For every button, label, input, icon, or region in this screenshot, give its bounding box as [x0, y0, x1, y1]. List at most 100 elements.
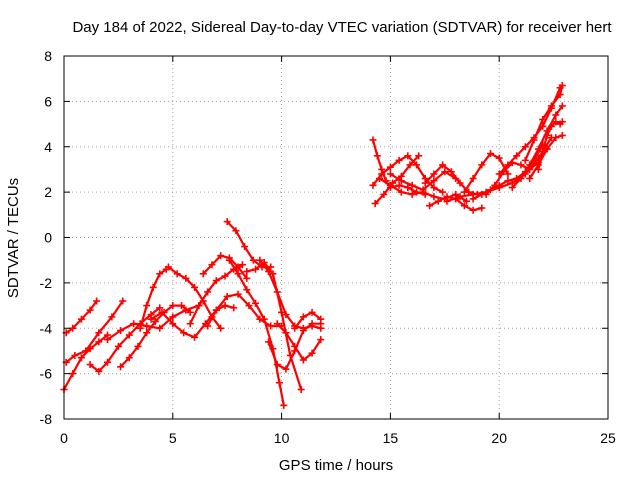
data-point — [508, 184, 516, 192]
data-point — [478, 204, 486, 212]
data-point — [558, 102, 566, 110]
y-tick-labels: -8 -6 -4 -2 0 2 4 6 8 — [40, 48, 53, 427]
data-point — [299, 313, 307, 321]
data-point — [232, 227, 240, 235]
data-point — [404, 152, 412, 160]
series-trace-7 — [136, 265, 170, 332]
x-tick-label: 15 — [383, 430, 399, 446]
data-point — [543, 131, 551, 139]
data-point — [539, 147, 547, 155]
data-point — [463, 197, 471, 205]
series-trace-28 — [460, 150, 512, 196]
data-point — [282, 311, 290, 319]
data-point — [421, 179, 429, 187]
data-point — [169, 320, 177, 328]
data-point — [282, 365, 290, 373]
data-point — [251, 265, 259, 273]
y-tick-label: -2 — [40, 275, 53, 291]
plot-area — [60, 81, 566, 409]
data-point — [114, 342, 122, 350]
data-point — [221, 272, 229, 280]
data-point — [186, 308, 194, 316]
data-point — [558, 131, 566, 139]
series-line — [202, 254, 248, 280]
data-point — [308, 308, 316, 316]
series-trace-14 — [225, 256, 288, 409]
y-tick-label: 0 — [44, 230, 52, 246]
data-point — [273, 288, 281, 296]
data-point — [191, 283, 199, 291]
x-tick-label: 10 — [274, 430, 290, 446]
data-point — [69, 370, 77, 378]
series-trace-17 — [265, 320, 325, 373]
data-point — [280, 401, 288, 409]
data-point — [278, 308, 286, 316]
data-point — [108, 313, 116, 321]
data-point — [534, 165, 542, 173]
data-point — [149, 283, 157, 291]
data-point — [143, 322, 151, 330]
series-trace-32 — [508, 102, 566, 192]
data-point — [86, 306, 94, 314]
data-point — [534, 145, 542, 153]
data-point — [478, 161, 486, 169]
data-point — [82, 347, 90, 355]
data-point — [119, 297, 127, 305]
grid — [64, 56, 608, 419]
y-tick-label: 8 — [44, 48, 52, 64]
data-point — [265, 338, 273, 346]
x-tick-label: 25 — [600, 430, 616, 446]
data-point — [195, 302, 203, 310]
data-point — [299, 356, 307, 364]
data-point — [86, 361, 94, 369]
data-point — [158, 308, 166, 316]
data-point — [265, 268, 273, 276]
data-point — [217, 252, 225, 260]
series-line — [374, 154, 420, 205]
data-point — [77, 354, 85, 362]
data-point — [243, 286, 251, 294]
data-point — [419, 186, 427, 194]
data-point — [117, 327, 125, 335]
data-point — [380, 190, 388, 198]
data-point — [221, 302, 229, 310]
data-point — [256, 256, 264, 264]
y-tick-label: -6 — [40, 366, 53, 382]
data-point — [441, 168, 449, 176]
y-tick-label: -4 — [40, 320, 53, 336]
data-point — [552, 134, 560, 142]
data-point — [397, 177, 405, 185]
data-point — [223, 218, 231, 226]
data-point — [297, 386, 305, 394]
data-point — [513, 152, 521, 160]
data-point — [406, 161, 414, 169]
data-point — [504, 161, 512, 169]
data-point — [415, 152, 423, 160]
data-point — [104, 336, 112, 344]
series-trace-33 — [521, 81, 566, 164]
data-point — [308, 320, 316, 328]
data-point — [125, 354, 133, 362]
series-trace-24 — [386, 168, 460, 194]
series-trace-22 — [371, 152, 423, 207]
data-point — [134, 342, 142, 350]
data-point — [156, 324, 164, 332]
data-point — [191, 333, 199, 341]
series-line — [62, 334, 109, 391]
data-point — [317, 315, 325, 323]
data-point — [136, 324, 144, 332]
data-point — [558, 81, 566, 89]
data-point — [282, 329, 290, 337]
data-point — [212, 306, 220, 314]
data-point — [460, 188, 468, 196]
x-tick-label: 20 — [491, 430, 507, 446]
data-point — [517, 161, 525, 169]
data-point — [404, 184, 412, 192]
data-point — [243, 274, 251, 282]
data-point — [267, 322, 275, 330]
data-point — [434, 197, 442, 205]
series-trace-18 — [273, 320, 325, 364]
data-point — [395, 156, 403, 164]
data-point — [443, 197, 451, 205]
data-point — [225, 256, 233, 264]
